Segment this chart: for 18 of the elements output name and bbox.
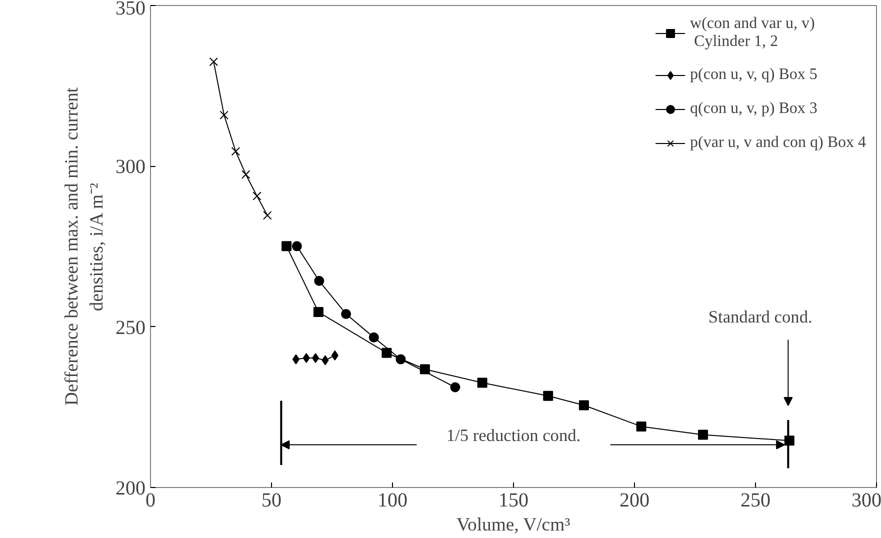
y-tick-label: 250: [116, 316, 146, 339]
annotation: Standard cond.: [708, 308, 812, 327]
y-axis-title: Defference between max. and min. current densities, i/A m⁻²: [61, 86, 108, 406]
y-tick-label: 350: [116, 0, 146, 20]
x-tick-label: 250: [740, 490, 770, 512]
legend-label: p(var u, v and con q) Box 4: [690, 134, 866, 152]
x-tick-label: 200: [620, 490, 650, 512]
x-tick-label: 100: [378, 490, 408, 512]
legend-label: p(con u, v, q) Box 5: [690, 66, 818, 84]
x-tick-label: 150: [498, 490, 528, 512]
x-tick-label: 50: [262, 490, 282, 512]
x-tick-label: 0: [146, 490, 156, 512]
x-axis-title: Volume, V/cm³: [456, 514, 571, 536]
annotation: 1/5 reduction cond.: [446, 426, 581, 445]
y-tick-label: 300: [116, 156, 146, 178]
legend-label: q(con u, v, p) Box 3: [690, 100, 818, 118]
x-tick-label: 300: [852, 490, 881, 512]
legend-label: w(con and var u, v) Cylinder 1, 2: [690, 15, 815, 51]
